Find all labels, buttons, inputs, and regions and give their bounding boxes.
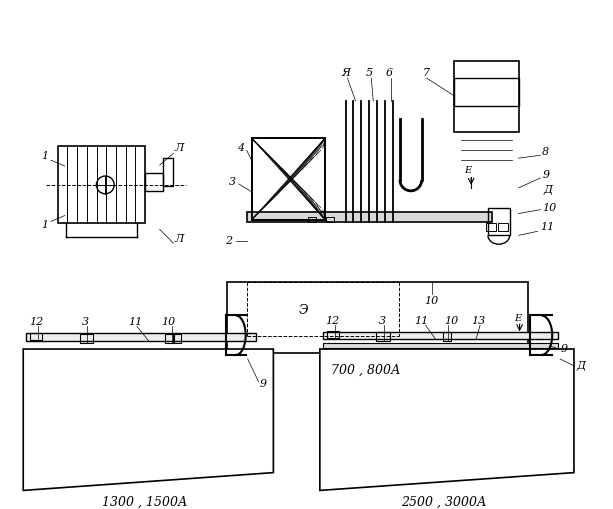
- Bar: [454, 61, 519, 132]
- Bar: [26, 333, 256, 341]
- Text: Я: Я: [341, 68, 350, 78]
- Text: 7: 7: [423, 68, 430, 78]
- Bar: [251, 138, 325, 219]
- Bar: [327, 331, 338, 338]
- Text: 9: 9: [543, 170, 549, 180]
- Bar: [454, 78, 519, 106]
- Text: 12: 12: [326, 316, 340, 326]
- Text: 6: 6: [386, 68, 392, 78]
- Bar: [488, 208, 509, 235]
- Bar: [145, 174, 162, 191]
- Text: E: E: [465, 165, 472, 175]
- Text: 10: 10: [444, 316, 459, 326]
- Text: 8: 8: [543, 147, 549, 157]
- Bar: [498, 223, 508, 232]
- Text: E: E: [514, 314, 521, 323]
- Text: 10: 10: [424, 296, 439, 305]
- Bar: [58, 146, 145, 223]
- Text: 5: 5: [366, 68, 373, 78]
- Bar: [376, 332, 390, 341]
- Text: 1: 1: [42, 151, 48, 161]
- Text: 3: 3: [379, 316, 386, 326]
- Text: 2500 , 3000А: 2500 , 3000А: [401, 496, 486, 509]
- Bar: [323, 332, 558, 339]
- Text: 13: 13: [471, 316, 485, 326]
- Text: 4: 4: [237, 144, 245, 153]
- Text: 3: 3: [229, 177, 237, 187]
- Text: 2: 2: [226, 236, 232, 246]
- Text: 11: 11: [414, 316, 429, 326]
- Text: 12: 12: [29, 317, 43, 327]
- Text: 11: 11: [128, 317, 142, 327]
- Text: Д: Д: [543, 185, 552, 195]
- Text: Л: Л: [175, 144, 184, 153]
- Bar: [326, 216, 333, 222]
- Bar: [80, 334, 93, 343]
- Text: 10: 10: [161, 317, 176, 327]
- Text: 9: 9: [560, 344, 568, 354]
- Polygon shape: [23, 349, 273, 490]
- Bar: [165, 334, 172, 343]
- Text: 10: 10: [543, 203, 557, 213]
- Bar: [251, 138, 325, 219]
- Text: 1300 , 1500А: 1300 , 1500А: [102, 496, 188, 509]
- Polygon shape: [320, 349, 574, 490]
- Bar: [486, 223, 496, 232]
- Bar: [443, 332, 451, 341]
- Bar: [162, 158, 172, 186]
- Text: 1: 1: [42, 220, 48, 231]
- Bar: [308, 216, 316, 222]
- Text: 11: 11: [540, 222, 555, 233]
- Bar: [323, 343, 558, 348]
- Bar: [30, 333, 42, 340]
- Text: 9: 9: [260, 379, 267, 389]
- Text: 700 , 800А: 700 , 800А: [330, 363, 400, 376]
- Bar: [227, 282, 528, 353]
- Text: Э: Э: [299, 304, 308, 317]
- Text: Д: Д: [576, 361, 585, 371]
- Text: 3: 3: [82, 317, 89, 327]
- Bar: [246, 212, 492, 222]
- Text: Л: Л: [175, 234, 184, 244]
- Bar: [173, 334, 181, 343]
